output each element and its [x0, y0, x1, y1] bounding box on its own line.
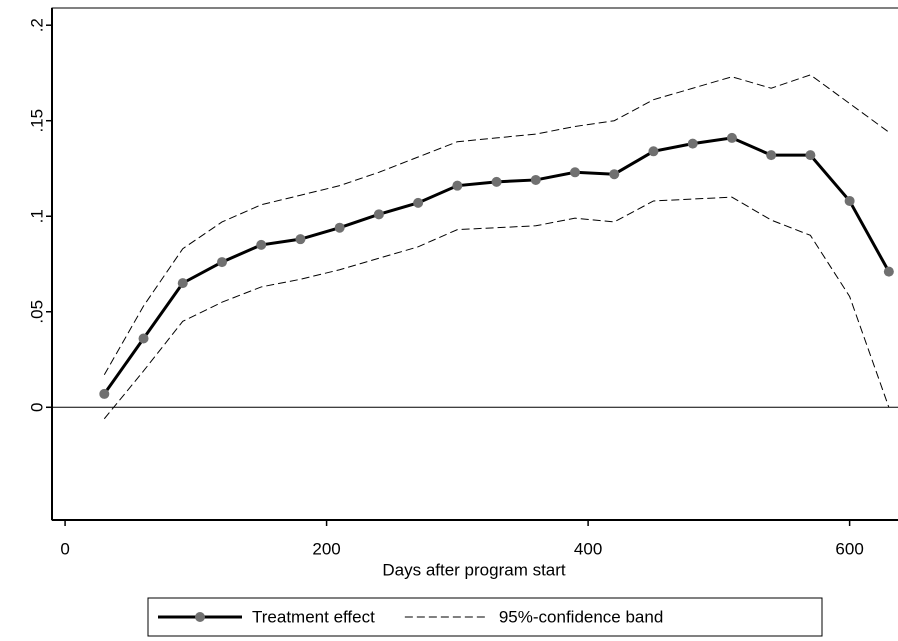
point: [295, 234, 306, 245]
x-axis-title: Days after program start: [382, 560, 566, 579]
point: [530, 174, 541, 185]
point: [138, 333, 149, 344]
y-tick-label: 0: [27, 403, 46, 412]
point: [216, 257, 227, 268]
x-tick-label: 400: [574, 539, 602, 558]
y-tick-label: .15: [27, 109, 46, 133]
point: [726, 132, 737, 143]
point: [177, 278, 188, 289]
point: [766, 150, 777, 161]
legend: Treatment effect 95%-confidence band: [147, 597, 823, 637]
y-tick-label: .2: [27, 18, 46, 32]
legend-label: Treatment effect: [252, 607, 375, 626]
x-tick-label: 200: [312, 539, 340, 558]
legend-box: [147, 597, 823, 637]
band-line: [103, 74, 890, 376]
point: [805, 150, 816, 161]
x-tick-label: 0: [60, 539, 69, 558]
point: [413, 197, 424, 208]
plot-frame: [51, 7, 898, 521]
band-line: [103, 196, 890, 420]
legend-label: 95%-confidence band: [499, 607, 663, 626]
point: [334, 222, 345, 233]
point: [609, 169, 620, 180]
point: [883, 266, 894, 277]
point: [452, 180, 463, 191]
y-tick-label: .1: [27, 209, 46, 223]
x-tick-label: 600: [835, 539, 863, 558]
point: [570, 167, 581, 178]
y-tick-label: .05: [27, 300, 46, 324]
point: [687, 138, 698, 149]
point: [491, 176, 502, 187]
point: [99, 388, 110, 399]
point: [373, 209, 384, 220]
point: [256, 239, 267, 250]
point: [844, 195, 855, 206]
legend-marker: [195, 612, 205, 622]
point: [648, 146, 659, 157]
